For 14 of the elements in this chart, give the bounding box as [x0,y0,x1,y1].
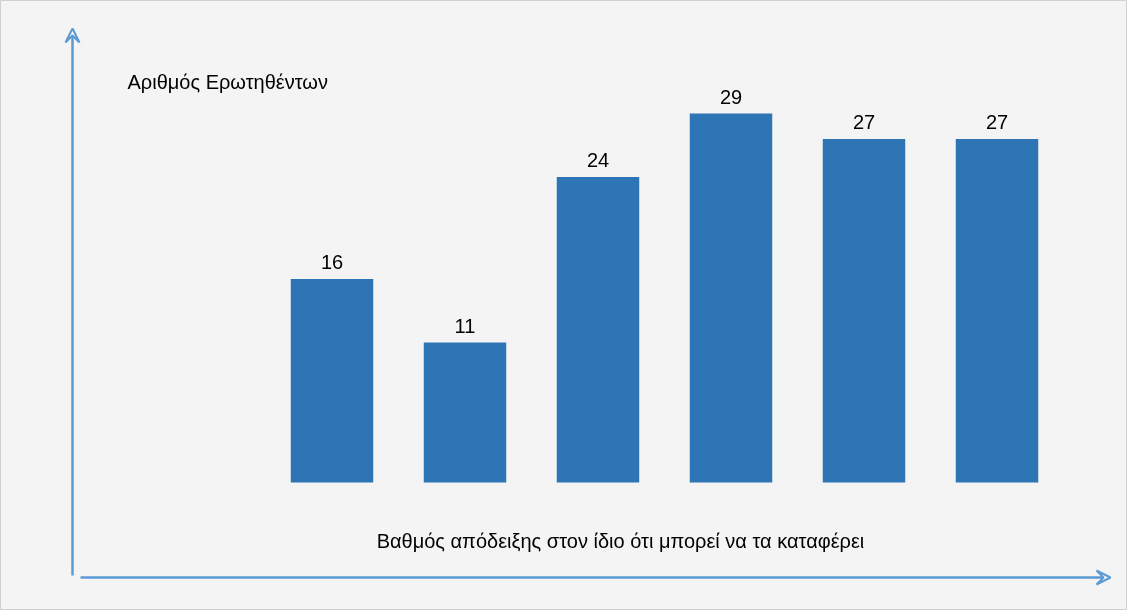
bar [689,113,773,483]
bar [556,177,640,483]
data-label: 11 [454,314,476,337]
data-label: 27 [985,110,1009,133]
bar [423,342,507,483]
bar [955,138,1039,483]
data-label: 27 [852,110,876,133]
bar [822,138,906,483]
data-label: 29 [719,85,743,108]
bar [290,278,374,483]
y-axis-title: Αριθμός Ερωτηθέντων [127,70,328,93]
data-label: 24 [586,149,610,172]
data-label: 16 [320,250,344,273]
x-axis-title: Βαθμός απόδειξης στον ίδιο ότι μπορεί να τα καταφέρει [376,529,865,552]
